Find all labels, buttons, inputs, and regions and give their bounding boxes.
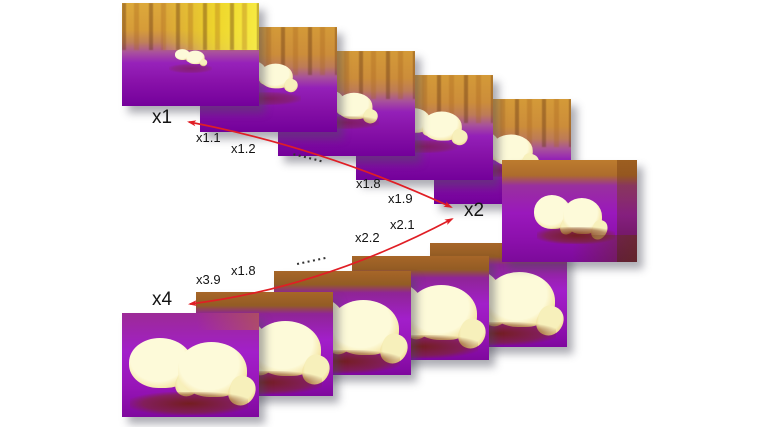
scale-label-x1.1: x1.1 xyxy=(196,130,221,145)
sheep xyxy=(422,111,463,142)
forest-canopy xyxy=(122,3,259,51)
sheep xyxy=(563,197,603,234)
scale-label-x2.1: x2.1 xyxy=(390,217,415,232)
scale-label-x1: x1 xyxy=(152,107,173,128)
sheep xyxy=(408,284,478,341)
scale-label-x2: x2 xyxy=(464,200,485,221)
sheep xyxy=(185,50,205,64)
ellipsis-bottom: ...... xyxy=(293,245,329,269)
sheep xyxy=(178,341,248,398)
sheep xyxy=(252,320,322,377)
scale-label-x3.9: x3.9 xyxy=(196,272,221,287)
scale-label-x1.8: x1.8 xyxy=(356,176,381,191)
sheep-pair xyxy=(128,332,252,405)
sheep-pair xyxy=(174,43,210,71)
scale-label-x2.2: x2.2 xyxy=(355,230,380,245)
sheep xyxy=(174,48,190,60)
sheep xyxy=(335,93,373,121)
scale-label-x1.9: x1.9 xyxy=(388,191,413,206)
scale-label-x1.8-bottom: x1.8 xyxy=(231,263,256,278)
sheep xyxy=(486,271,556,328)
thermal-frame-x1 xyxy=(122,3,259,106)
scale-label-x1.2: x1.2 xyxy=(231,141,256,156)
scale-label-x4: x4 xyxy=(152,289,173,310)
sheep xyxy=(330,299,400,356)
sheep xyxy=(258,63,293,89)
thermal-frame-x4 xyxy=(122,313,259,417)
sheep-pair xyxy=(534,191,610,236)
thermal-frame-x2 xyxy=(502,160,637,262)
